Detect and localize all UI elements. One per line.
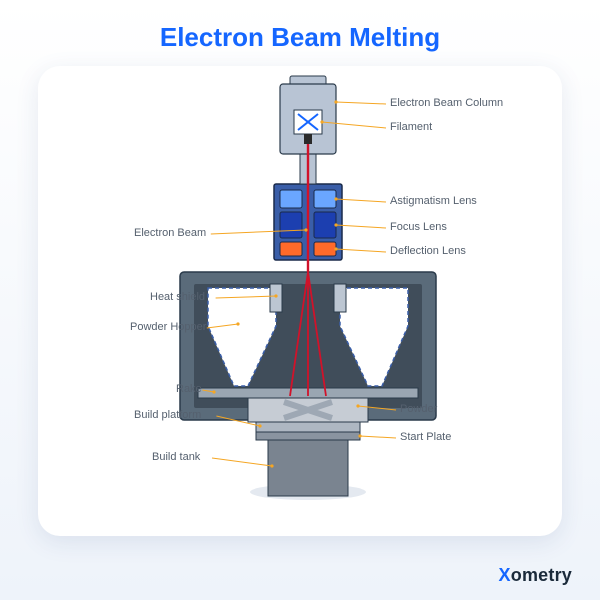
label-heat: Heat shield (150, 291, 205, 303)
label-start: Start Plate (400, 431, 451, 443)
label-plat: Build platform (134, 409, 201, 421)
label-powd: Powder (400, 403, 437, 415)
label-col: Electron Beam Column (390, 97, 503, 109)
label-beam: Electron Beam (134, 227, 206, 239)
label-fil: Filament (390, 121, 432, 133)
label-defl: Deflection Lens (390, 245, 466, 257)
brand-x: X (499, 565, 511, 585)
ebm-diagram (38, 66, 562, 536)
label-focus: Focus Lens (390, 221, 447, 233)
brand-rest: ometry (511, 565, 572, 585)
label-rake: Rake (176, 383, 202, 395)
page-title: Electron Beam Melting (0, 0, 600, 53)
diagram-card: Electron Beam Column Filament Astigmatism … (38, 66, 562, 536)
label-tank: Build tank (152, 451, 200, 463)
brand-logo: Xometry (499, 565, 572, 586)
label-hop: Powder Hopper (130, 321, 206, 333)
label-astig: Astigmatism Lens (390, 195, 477, 207)
